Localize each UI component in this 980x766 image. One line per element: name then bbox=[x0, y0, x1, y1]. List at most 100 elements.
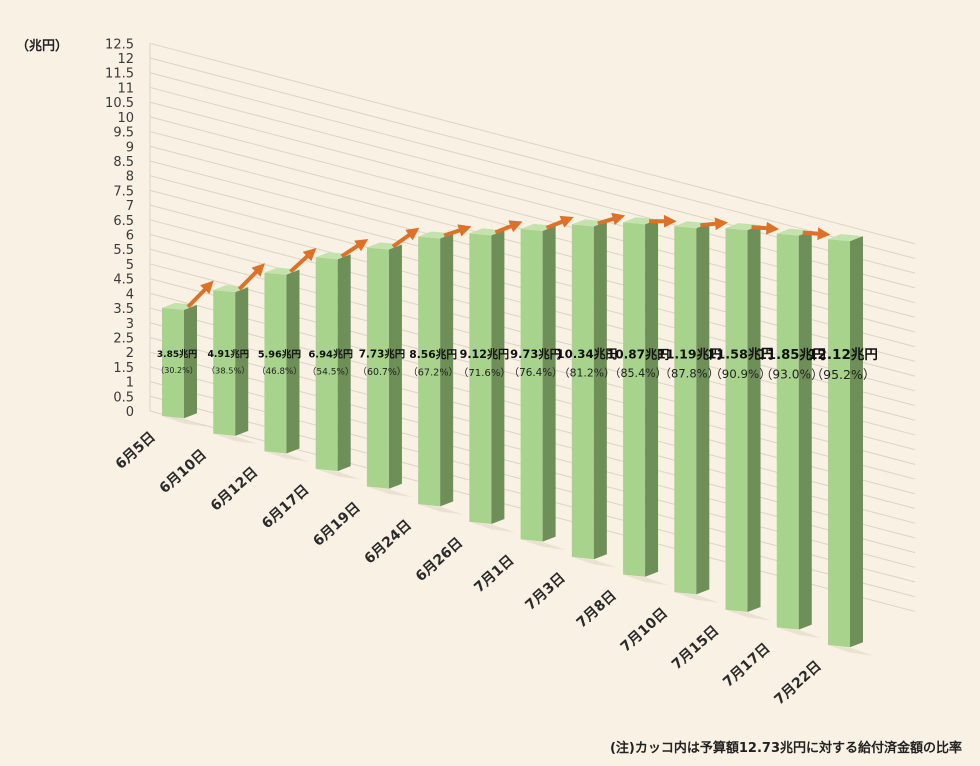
bar bbox=[520, 223, 566, 550]
bar-front bbox=[828, 239, 850, 648]
percent-label: （81.2%） bbox=[559, 367, 615, 380]
percent-label: （85.4%） bbox=[609, 367, 666, 380]
x-tick-label: 7月15日 bbox=[669, 623, 722, 673]
bar-side bbox=[491, 230, 505, 524]
bar bbox=[264, 267, 310, 462]
trend-arrow bbox=[802, 227, 831, 241]
bar-front bbox=[162, 307, 184, 419]
trend-arrow bbox=[597, 212, 626, 226]
bar bbox=[315, 252, 361, 480]
percent-label: （90.9%） bbox=[710, 367, 771, 381]
percent-label: （71.6%） bbox=[458, 367, 510, 379]
trend-arrow bbox=[289, 247, 317, 274]
bar-shadow bbox=[315, 468, 361, 480]
trend-arrow bbox=[186, 280, 214, 309]
trend-arrow bbox=[751, 221, 780, 235]
value-label: 6.94兆円 bbox=[308, 347, 353, 360]
bar-side bbox=[542, 225, 556, 542]
bar bbox=[776, 228, 822, 638]
bar-side bbox=[184, 304, 197, 419]
bar-shadow bbox=[674, 592, 720, 603]
bar-shadow bbox=[469, 521, 515, 533]
y-tick-label: 2.5 bbox=[113, 331, 134, 346]
y-tick-label: 8.5 bbox=[113, 155, 134, 170]
bar-front bbox=[571, 224, 594, 560]
footnote: (注)カッコ内は予算額12.73兆円に対する給付済金額の比率 bbox=[610, 740, 962, 756]
y-tick-label: 9 bbox=[126, 140, 134, 155]
bar-front bbox=[366, 247, 389, 489]
value-label: 9.73兆円 bbox=[510, 347, 561, 361]
bar-top bbox=[571, 219, 607, 227]
y-tick-label: 10.5 bbox=[105, 96, 134, 111]
bar-front bbox=[725, 228, 748, 613]
x-tick-label: 7月1日 bbox=[471, 552, 517, 596]
y-tick-label: 12 bbox=[117, 52, 134, 67]
bar bbox=[366, 242, 412, 498]
trend-arrow bbox=[545, 215, 574, 230]
x-tick-label: 6月19日 bbox=[310, 500, 363, 550]
value-label: 10.34兆円 bbox=[556, 347, 617, 361]
bar-top bbox=[418, 231, 454, 239]
percent-label: （46.8%） bbox=[257, 366, 302, 377]
y-tick-label: 7.5 bbox=[113, 184, 134, 199]
bar-shadow bbox=[418, 504, 464, 515]
value-label: 11.58兆円 bbox=[707, 347, 773, 363]
y-tick-label: 10 bbox=[117, 111, 134, 126]
bar-front bbox=[264, 272, 287, 454]
value-label: 3.85兆円 bbox=[157, 348, 197, 360]
y-tick-label: 8 bbox=[126, 170, 134, 185]
y-tick-label: 0.5 bbox=[113, 390, 134, 405]
x-tick-label: 6月24日 bbox=[362, 517, 415, 567]
bar-side bbox=[235, 287, 249, 436]
y-tick-label: 3 bbox=[126, 317, 134, 332]
bar-front bbox=[520, 228, 543, 542]
percent-label: （54.5%） bbox=[307, 366, 354, 377]
bar-front bbox=[623, 222, 646, 577]
bar-side bbox=[850, 236, 863, 648]
bar-side bbox=[440, 233, 454, 507]
x-tick-label: 7月22日 bbox=[771, 658, 824, 708]
bar-side bbox=[747, 225, 761, 613]
bar-shadow bbox=[828, 645, 873, 656]
x-tick-label: 7月10日 bbox=[618, 605, 671, 655]
value-label: 9.12兆円 bbox=[460, 347, 510, 361]
bar-shadow bbox=[776, 627, 822, 638]
bar-shadow bbox=[162, 416, 207, 427]
y-tick-label: 3.5 bbox=[113, 302, 134, 317]
y-tick-label: 12.5 bbox=[105, 37, 134, 52]
bar-front bbox=[776, 233, 799, 630]
bar-front bbox=[213, 290, 236, 436]
y-tick-label: 11.5 bbox=[105, 67, 134, 82]
y-tick-label: 5.5 bbox=[113, 243, 134, 258]
bar bbox=[571, 219, 617, 568]
bar-side bbox=[286, 269, 300, 454]
bar-front bbox=[674, 226, 697, 595]
bar-side bbox=[798, 230, 812, 630]
bar-shadow bbox=[725, 609, 771, 621]
value-label: 8.56兆円 bbox=[409, 348, 457, 361]
x-tick-label: 7月8日 bbox=[574, 588, 620, 632]
percent-label: （67.2%） bbox=[408, 366, 458, 378]
percent-label: （95.2%） bbox=[811, 367, 876, 382]
bar bbox=[828, 234, 873, 656]
bar-side bbox=[593, 221, 607, 560]
percent-label: （76.4%） bbox=[509, 367, 563, 379]
value-label: 12.12兆円 bbox=[808, 347, 878, 363]
bar-front bbox=[418, 236, 441, 507]
bar-front bbox=[469, 233, 492, 524]
trend-arrow bbox=[494, 220, 523, 235]
bar-top bbox=[828, 234, 863, 242]
bar-side bbox=[696, 223, 710, 595]
y-tick-label: 11 bbox=[117, 81, 134, 96]
x-tick-label: 6月10日 bbox=[157, 447, 210, 497]
y-tick-label: 0 bbox=[126, 405, 134, 420]
x-tick-label: 7月3日 bbox=[523, 570, 569, 614]
percent-label: （30.2%） bbox=[156, 366, 197, 375]
trend-arrow bbox=[443, 224, 472, 238]
trend-arrows bbox=[186, 212, 831, 309]
y-tick-label: 6 bbox=[126, 229, 134, 244]
bar-side bbox=[645, 219, 659, 577]
y-tick-label: 4.5 bbox=[113, 273, 134, 288]
